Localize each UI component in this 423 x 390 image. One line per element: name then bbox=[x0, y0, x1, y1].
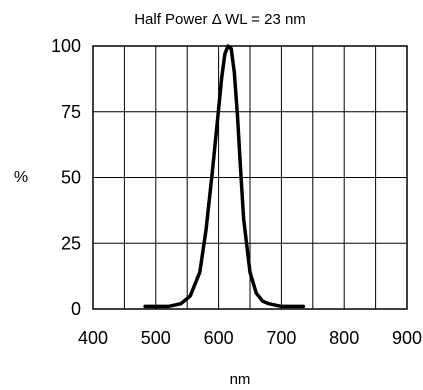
chart-title: Half Power Δ WL = 23 nm bbox=[134, 11, 306, 28]
x-tick-label: 900 bbox=[392, 328, 422, 348]
y-tick-label: 25 bbox=[61, 233, 81, 253]
series-line-0 bbox=[143, 44, 306, 309]
x-tick-label: 800 bbox=[329, 328, 359, 348]
plot-frame bbox=[92, 45, 408, 310]
y-tick-label: 0 bbox=[71, 299, 81, 319]
series-layer bbox=[143, 44, 306, 309]
y-axis-label: % bbox=[14, 169, 28, 186]
grid bbox=[93, 46, 407, 309]
x-tick-labels: 400 500 600 700 800 900 bbox=[78, 328, 422, 348]
x-tick-label: 400 bbox=[78, 328, 108, 348]
x-axis-label: nm bbox=[230, 371, 251, 388]
x-tick-label: 700 bbox=[266, 328, 296, 348]
y-tick-label: 100 bbox=[51, 36, 81, 56]
y-tick-label: 75 bbox=[61, 102, 81, 122]
x-tick-label: 600 bbox=[204, 328, 234, 348]
y-tick-label: 50 bbox=[61, 168, 81, 188]
x-tick-label: 500 bbox=[141, 328, 171, 348]
y-tick-labels: 0 25 50 75 100 bbox=[51, 36, 81, 319]
